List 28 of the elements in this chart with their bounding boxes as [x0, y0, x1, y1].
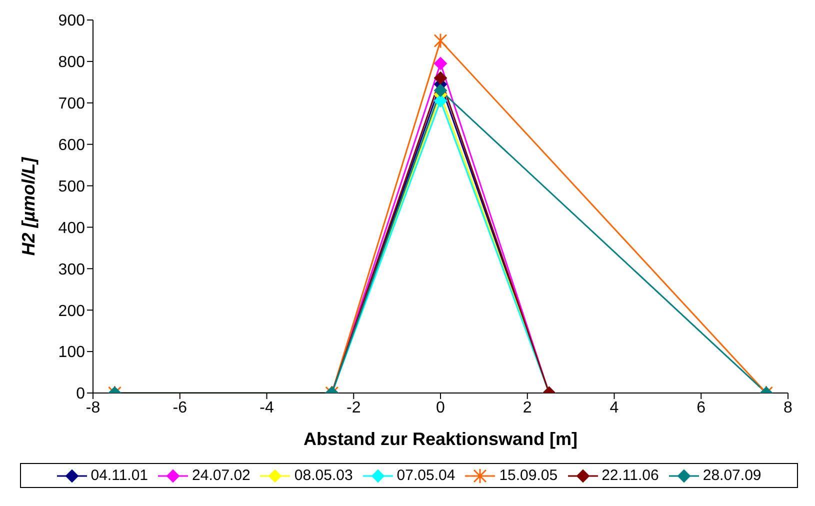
- y-tick-label: 600: [58, 137, 86, 154]
- x-tick-label: 8: [784, 399, 793, 416]
- x-tick-label: -4: [260, 399, 274, 416]
- y-tick-label: 100: [58, 344, 86, 362]
- legend-label: 22.11.06: [602, 467, 659, 484]
- y-tick-label: 900: [58, 12, 86, 30]
- y-tick-label: 800: [58, 54, 86, 72]
- x-tick-label: 6: [696, 399, 706, 416]
- x-tick-label: -2: [346, 399, 361, 416]
- legend-label: 04.11.01: [90, 467, 148, 484]
- x-axis-title: Abstand zur Reaktionswand [m]: [303, 429, 578, 449]
- y-tick-label: 0: [76, 386, 86, 403]
- y-tick-label: 500: [58, 178, 86, 196]
- y-axis-title: H2 [µmol/L]: [18, 156, 38, 256]
- legend-label: 24.07.02: [192, 467, 250, 484]
- y-tick-label: 700: [58, 96, 86, 113]
- y-tick-label: 200: [58, 302, 86, 320]
- x-tick-label: -6: [172, 399, 188, 416]
- legend-label: 07.05.04: [396, 467, 456, 484]
- x-tick-label: 4: [610, 399, 619, 416]
- x-tick-label: 2: [522, 399, 532, 416]
- y-tick-label: 400: [58, 220, 86, 237]
- x-tick-label: -8: [86, 399, 100, 416]
- legend-label: 28.07.09: [702, 467, 762, 484]
- y-tick-label: 300: [58, 261, 86, 278]
- x-tick-label: 0: [436, 399, 446, 416]
- legend-label: 15.09.05: [499, 467, 558, 484]
- legend-label: 08.05.03: [294, 467, 353, 484]
